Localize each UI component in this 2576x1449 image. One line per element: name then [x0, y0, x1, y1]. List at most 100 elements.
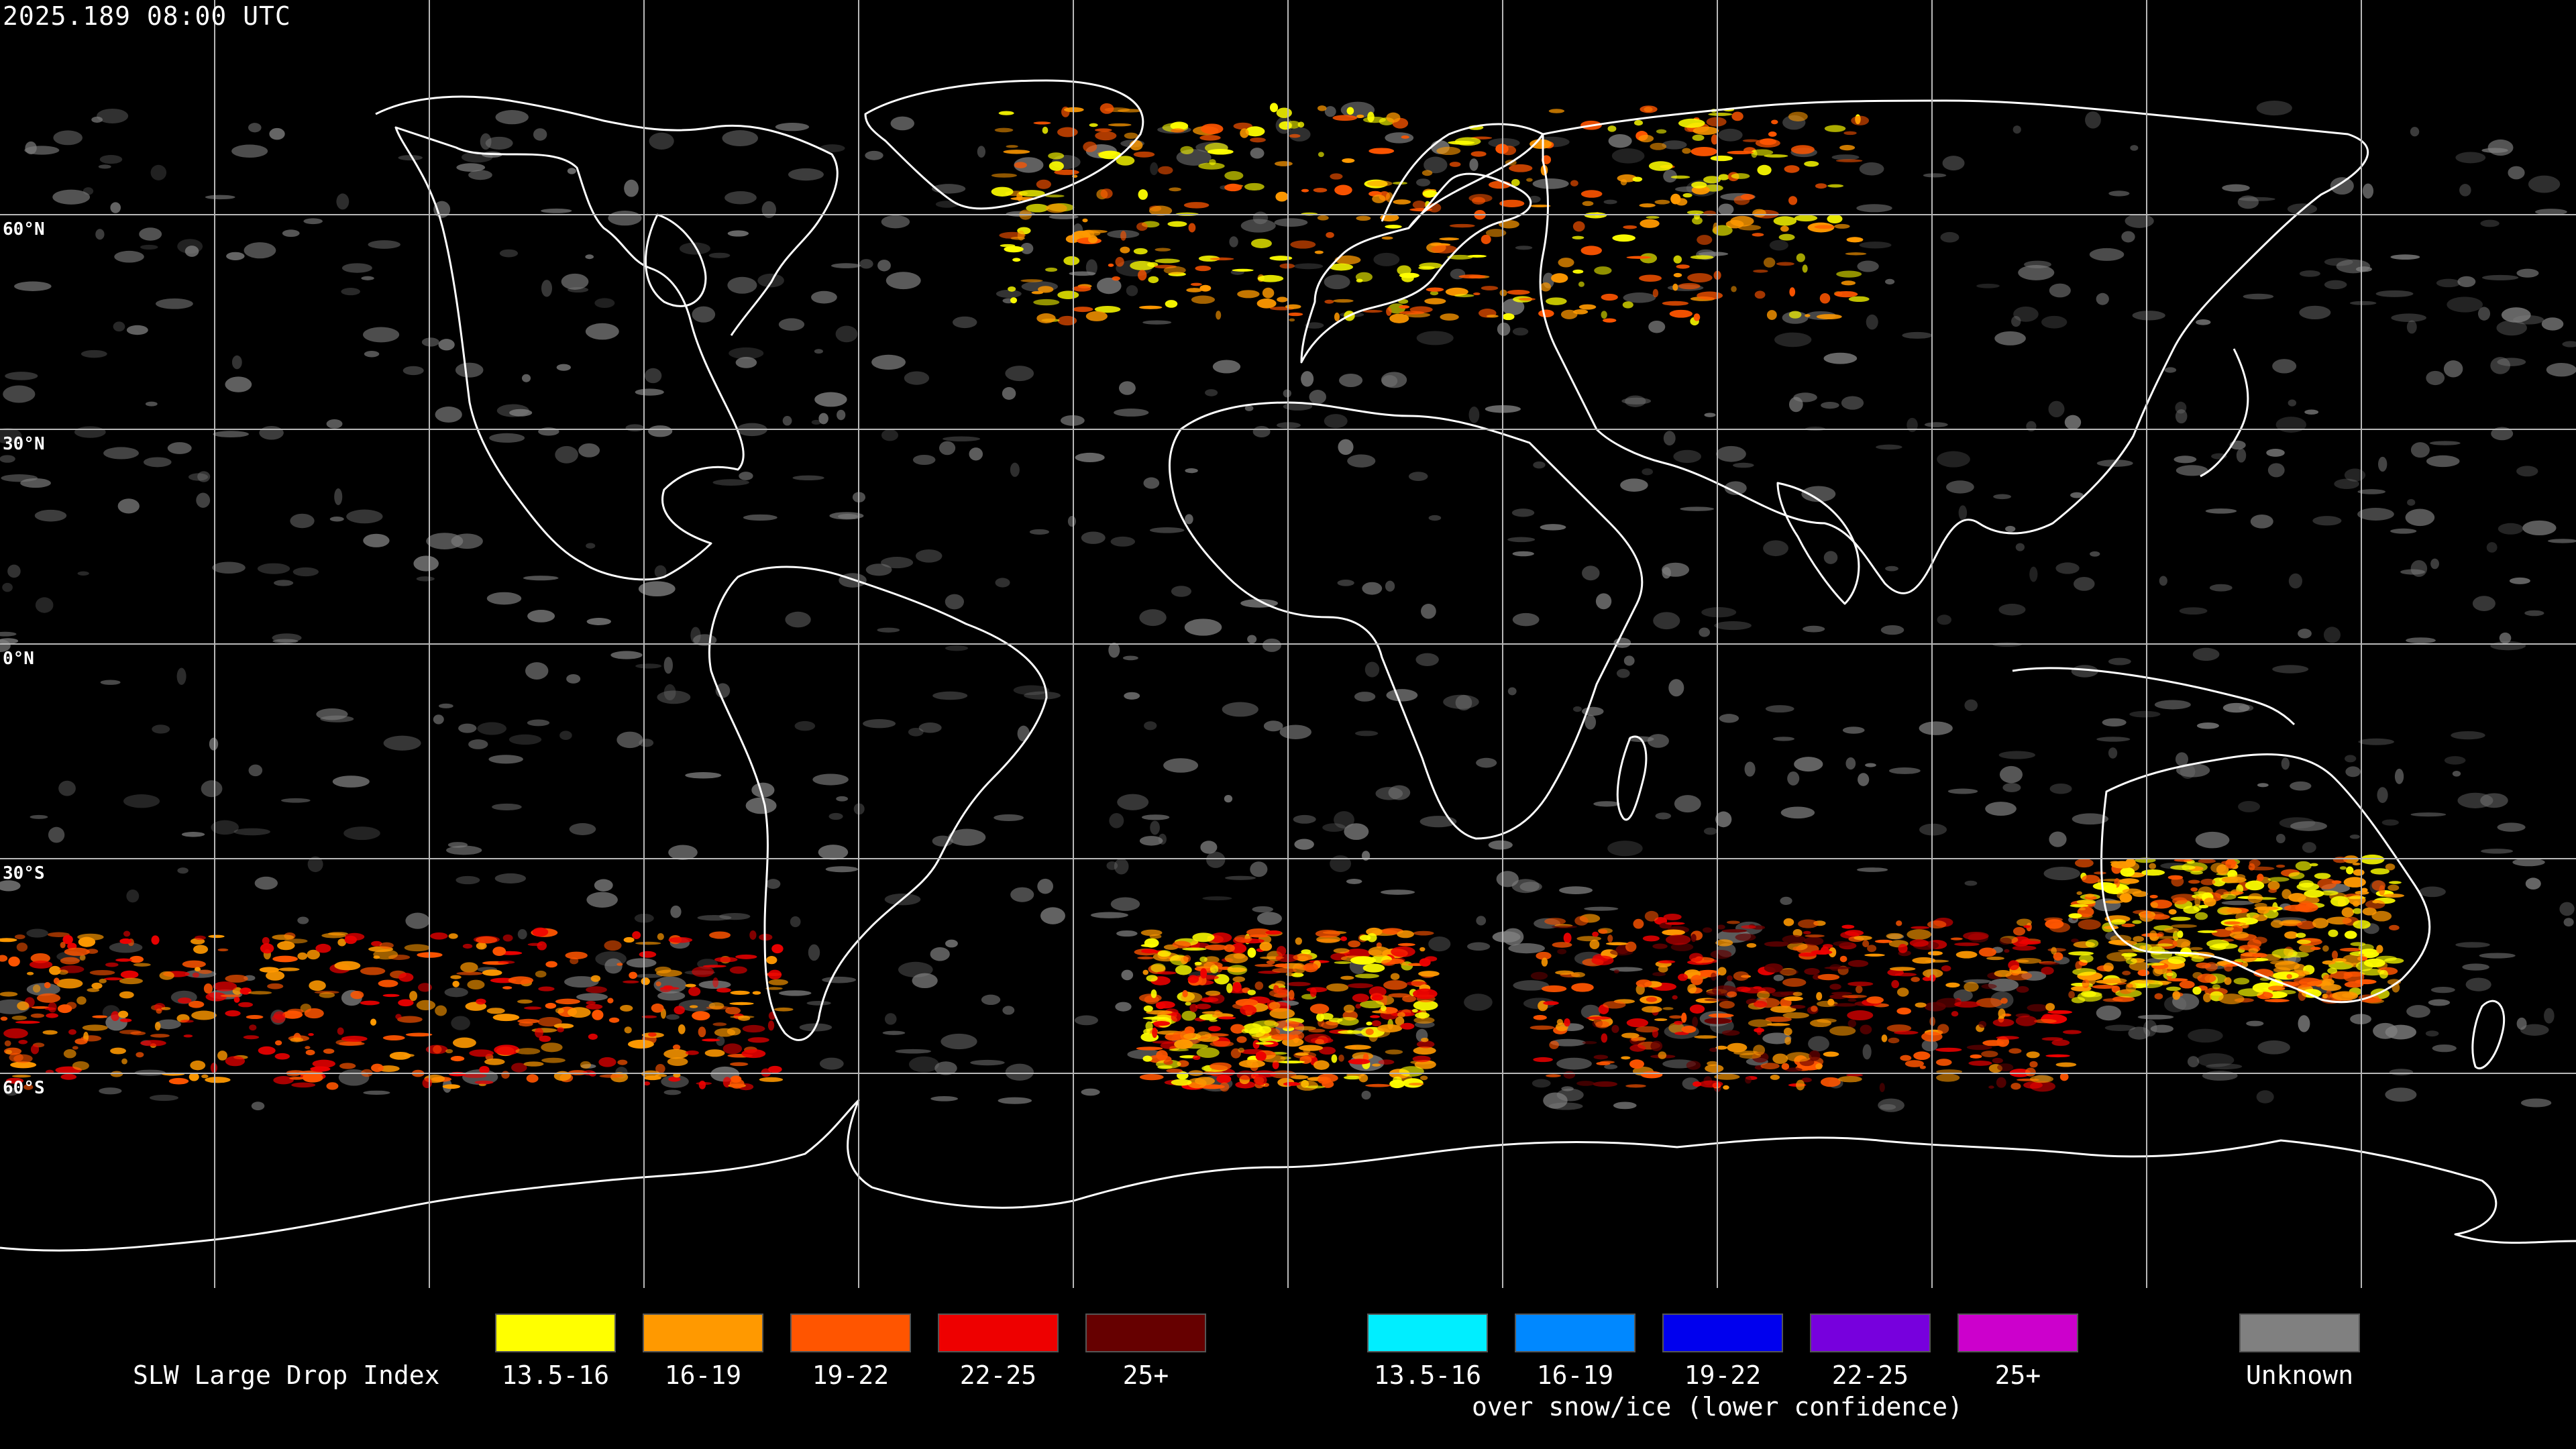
slw-pixel-cluster — [273, 1076, 294, 1085]
unknown-cloud — [1663, 169, 1677, 183]
slw-pixel-cluster — [1672, 283, 1678, 291]
slw-pixel-cluster — [371, 1063, 384, 1073]
unknown-cloud — [1184, 619, 1222, 636]
slw-pixel-cluster — [1146, 1010, 1173, 1015]
slw-pixel-cluster — [1470, 151, 1487, 157]
slw-pixel-cluster — [1533, 1015, 1547, 1020]
unknown-cloud — [1075, 452, 1105, 462]
slw-pixel-cluster — [1801, 1077, 1812, 1083]
slw-pixel-cluster — [1831, 991, 1853, 996]
unknown-cloud — [225, 376, 252, 392]
slw-pixel-cluster — [1635, 979, 1652, 987]
slw-pixel-cluster — [1177, 1071, 1189, 1080]
slw-pixel-cluster — [1551, 273, 1568, 283]
slw-pixel-cluster — [2376, 945, 2383, 954]
slw-pixel-cluster — [1057, 290, 1079, 300]
slw-pixel-cluster — [110, 1071, 123, 1077]
slw-pixel-cluster — [1230, 943, 1247, 954]
slw-pixel-cluster — [1623, 225, 1638, 229]
slw-pixel-cluster — [714, 957, 738, 963]
slw-pixel-cluster — [2322, 945, 2329, 952]
unknown-cloud — [1017, 725, 1030, 742]
slw-pixel-cluster — [1692, 134, 1705, 142]
unknown-cloud — [363, 533, 390, 547]
unknown-cloud — [594, 879, 613, 892]
slw-pixel-cluster — [1234, 934, 1252, 943]
slw-pixel-cluster — [2327, 967, 2338, 974]
coast-south-america — [708, 566, 1048, 1041]
unknown-cloud — [48, 826, 65, 843]
unknown-cloud — [1150, 162, 1159, 176]
slw-pixel-cluster — [243, 1035, 260, 1040]
slw-pixel-cluster — [1646, 215, 1660, 219]
slw-pixel-cluster — [1232, 981, 1242, 992]
unknown-cloud — [1623, 655, 1635, 666]
unknown-cloud — [828, 812, 843, 820]
slw-pixel-cluster — [1563, 932, 1572, 944]
unknown-cloud — [2362, 183, 2374, 199]
slw-pixel-cluster — [517, 999, 533, 1004]
slw-pixel-cluster — [2157, 932, 2164, 938]
slw-pixel-cluster — [1000, 244, 1016, 248]
slw-pixel-cluster — [1199, 956, 1208, 963]
unknown-cloud — [1428, 936, 1451, 952]
slw-pixel-cluster — [1828, 947, 1837, 958]
slw-pixel-cluster — [1706, 117, 1727, 127]
slw-pixel-cluster — [1570, 972, 1586, 978]
slw-pixel-cluster — [1224, 171, 1244, 180]
legend-bin-label: 16-19 — [664, 1360, 742, 1390]
unknown-cloud — [2520, 1024, 2549, 1036]
slw-pixel-cluster — [1285, 304, 1301, 309]
slw-pixel-cluster — [2264, 999, 2290, 1003]
slw-pixel-cluster — [1203, 956, 1220, 963]
unknown-cloud — [2175, 752, 2188, 767]
unknown-cloud — [126, 890, 140, 903]
slw-pixel-cluster — [1412, 200, 1426, 209]
slw-pixel-cluster — [484, 1058, 505, 1065]
slw-pixel-cluster — [1697, 291, 1723, 300]
unknown-cloud — [1942, 156, 1965, 171]
slw-pixel-cluster — [2310, 863, 2318, 867]
unknown-cloud — [1338, 439, 1354, 455]
slw-pixel-cluster — [2296, 882, 2320, 891]
slw-pixel-cluster — [2312, 918, 2329, 928]
slw-pixel-cluster — [1771, 119, 1778, 125]
slw-pixel-cluster — [1230, 1024, 1245, 1034]
slw-pixel-cluster — [1714, 1073, 1740, 1080]
slw-pixel-cluster — [118, 1010, 129, 1018]
slw-pixel-cluster — [1772, 1053, 1788, 1064]
unknown-cloud — [1005, 366, 1034, 382]
slw-pixel-cluster — [1348, 1059, 1371, 1065]
slw-pixel-cluster — [2192, 894, 2209, 899]
unknown-cloud — [2288, 573, 2303, 589]
slw-pixel-cluster — [1580, 190, 1603, 198]
slw-pixel-cluster — [768, 979, 788, 985]
unknown-cloud — [2299, 270, 2320, 277]
slw-pixel-cluster — [1592, 931, 1599, 937]
unknown-cloud — [2108, 657, 2131, 665]
slw-pixel-cluster — [1560, 309, 1578, 319]
unknown-cloud — [2096, 737, 2131, 742]
slw-pixel-cluster — [1919, 1065, 1926, 1069]
slw-pixel-cluster — [1731, 173, 1750, 179]
unknown-cloud — [1274, 218, 1308, 227]
unknown-cloud — [2188, 1028, 2223, 1043]
unknown-cloud — [1780, 806, 1815, 819]
unknown-cloud — [2512, 858, 2545, 867]
unknown-cloud — [1250, 861, 1268, 877]
legend-bin-swatch — [643, 1313, 763, 1352]
slw-pixel-cluster — [1621, 1032, 1640, 1038]
unknown-cloud — [2432, 1044, 2457, 1053]
unknown-cloud — [274, 580, 294, 586]
slw-pixel-cluster — [1599, 1061, 1615, 1064]
slw-pixel-cluster — [1287, 312, 1303, 317]
slw-pixel-cluster — [1862, 940, 1870, 948]
slw-pixel-cluster — [651, 1003, 664, 1013]
unknown-cloud — [254, 876, 278, 890]
slw-pixel-cluster — [1195, 1077, 1215, 1085]
unknown-cloud — [836, 796, 849, 802]
unknown-cloud — [2377, 787, 2388, 804]
slw-pixel-cluster — [1805, 314, 1811, 317]
unknown-cloud — [1139, 836, 1163, 846]
slw-pixel-cluster — [617, 1059, 628, 1065]
